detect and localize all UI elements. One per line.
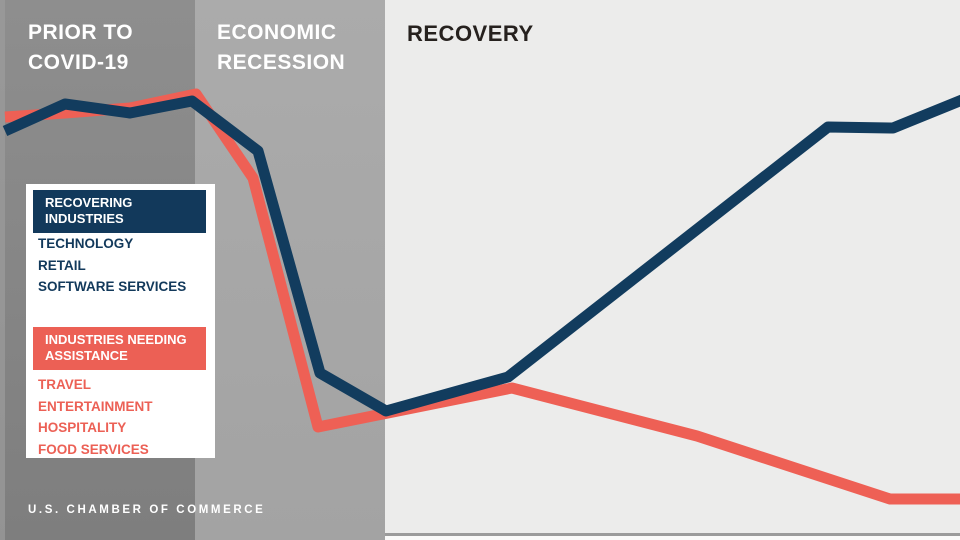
chart-baseline-margin [385, 536, 960, 540]
recovering-industries-line [2, 94, 960, 417]
zone-label-line: COVID-19 [28, 51, 129, 74]
legend-item: HOSPITALITY [38, 420, 127, 435]
legend-header-text: INDUSTRIES [45, 211, 124, 226]
zone-label-economic-recession: ECONOMIC RECESSION [217, 18, 345, 78]
legend-header-text: ASSISTANCE [45, 348, 128, 363]
legend-header-text: INDUSTRIES NEEDING [45, 332, 187, 347]
legend-items-recovering: TECHNOLOGY RETAIL SOFTWARE SERVICES [38, 233, 209, 298]
legend-item: SOFTWARE SERVICES [38, 279, 187, 294]
zone-label-prior-covid: PRIOR TO COVID-19 [28, 18, 133, 78]
zone-label-line: ECONOMIC [217, 21, 337, 44]
zone-label-line: RECOVERY [407, 21, 534, 46]
legend-box: RECOVERING INDUSTRIES TECHNOLOGY RETAIL … [26, 184, 215, 458]
chart-baseline [385, 533, 960, 536]
zone-recovery [385, 0, 960, 540]
legend-header-recovering-industries: RECOVERING INDUSTRIES [33, 190, 206, 233]
zone-label-line: PRIOR TO [28, 21, 134, 44]
legend-header-text: RECOVERING [45, 195, 133, 210]
legend-header-industries-needing-assistance: INDUSTRIES NEEDING ASSISTANCE [33, 327, 206, 370]
legend-item: FOOD SERVICES [38, 441, 149, 457]
legend-item: TRAVEL [38, 377, 91, 392]
zone-label-recovery: RECOVERY [407, 19, 534, 49]
left-edge-strip [0, 0, 5, 540]
source-attribution: U.S. CHAMBER OF COMMERCE [28, 504, 266, 516]
legend-item: TECHNOLOGY [38, 236, 134, 251]
legend-item: ENTERTAINMENT [38, 398, 153, 414]
legend-items-assistance: TRAVEL ENTERTAINMENT HOSPITALITY FOOD SE… [38, 374, 209, 460]
zone-label-line: RECESSION [217, 51, 346, 74]
legend-item: RETAIL [38, 257, 86, 273]
